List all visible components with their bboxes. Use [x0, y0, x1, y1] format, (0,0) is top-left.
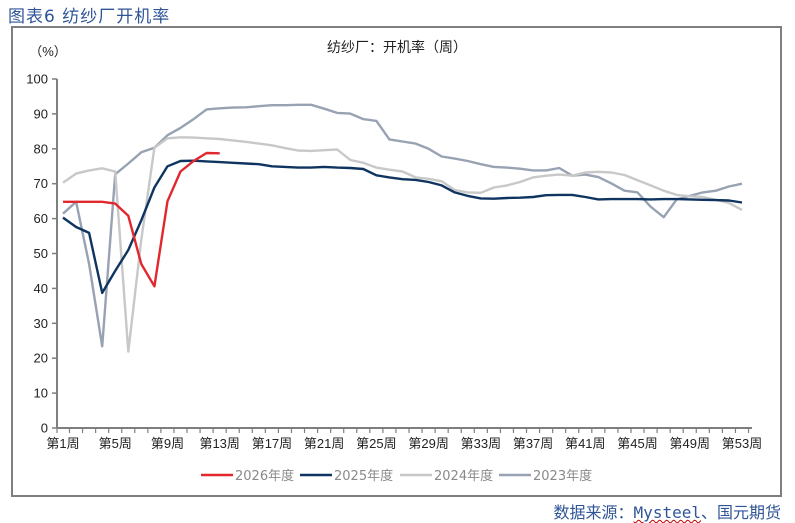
y-tick-label: 50 [34, 246, 48, 261]
x-tick-label: 第41周 [565, 436, 605, 451]
legend-label: 2023年度 [533, 468, 592, 484]
x-tick-label: 第1周 [46, 436, 79, 451]
series-line-2024年度 [62, 136, 743, 353]
x-tick-label: 第29周 [408, 436, 448, 451]
y-tick-label: 70 [34, 176, 48, 191]
x-tick-label: 第53周 [722, 436, 762, 451]
data-source: 数据来源：Mysteel、国元期货 [554, 499, 781, 523]
figure-label: 图表6 纺纱厂开机率 [8, 7, 171, 27]
y-tick-label: 100 [26, 72, 48, 87]
y-tick-label: 10 [34, 386, 48, 401]
y-tick-label: 60 [34, 211, 48, 226]
chart-title: 纺纱厂：开机率（周） [327, 39, 467, 56]
x-tick-label: 第9周 [151, 436, 184, 451]
x-tick-label: 第25周 [356, 436, 396, 451]
series-line-2026年度 [63, 151, 220, 288]
legend-label: 2025年度 [334, 468, 393, 484]
legend: 2026年度 2025年度 2024年度 2023年度 [201, 468, 592, 484]
legend-label: 2024年度 [434, 468, 493, 484]
series-lines [62, 103, 743, 353]
y-tick-label: 90 [34, 106, 48, 121]
x-tick-label: 第49周 [670, 436, 710, 451]
y-tick-label: 0 [41, 421, 48, 436]
x-tick-label: 第21周 [304, 436, 344, 451]
source-suffix: 、国元期货 [700, 503, 781, 522]
series-line-2023年度 [62, 103, 743, 348]
x-tick-label: 第13周 [199, 436, 239, 451]
x-tick-label: 第45周 [617, 436, 657, 451]
y-tick-label: 40 [34, 281, 48, 296]
series-line-2025年度 [62, 159, 743, 295]
source-name: Mysteel [633, 503, 701, 522]
x-tick-label: 第5周 [99, 436, 132, 451]
legend-label: 2026年度 [235, 468, 294, 484]
y-tick-label: 30 [34, 316, 48, 331]
y-axis-unit: （%） [29, 44, 67, 59]
axes: 0102030405060708090100第1周 第5周 第9周 第13周 第17周第… [26, 72, 762, 452]
y-tick-label: 20 [34, 351, 48, 366]
x-tick-label: 第17周 [252, 436, 292, 451]
y-tick-label: 80 [34, 141, 48, 156]
x-tick-label: 第33周 [461, 436, 501, 451]
source-prefix: 数据来源： [553, 503, 634, 522]
chart-frame [11, 26, 782, 497]
x-tick-label: 第37周 [513, 436, 553, 451]
